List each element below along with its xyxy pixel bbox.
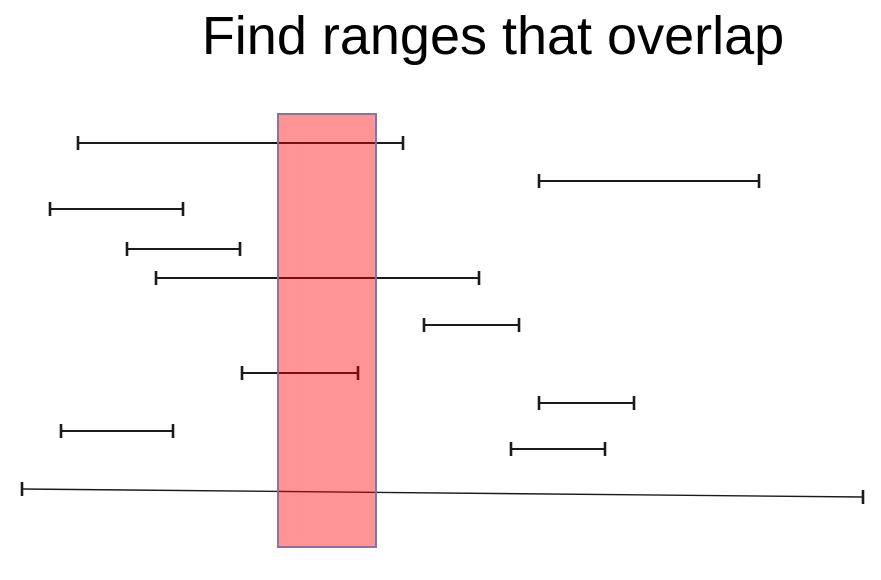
range-segment-10[interactable] — [509, 442, 607, 456]
range-body — [21, 488, 864, 498]
range-segment-11[interactable] — [20, 482, 865, 504]
range-segment-3[interactable] — [48, 202, 185, 216]
range-segment-7[interactable] — [240, 366, 360, 380]
chart-title: Find ranges that overlap — [201, 6, 785, 66]
range-segment-5[interactable] — [154, 271, 481, 285]
range-segment-9[interactable] — [59, 424, 175, 438]
range-segment-8[interactable] — [537, 396, 636, 410]
range-segment-1[interactable] — [76, 136, 405, 150]
range-segment-6[interactable] — [422, 318, 521, 332]
highlight-band — [277, 113, 377, 548]
range-segment-4[interactable] — [125, 242, 242, 256]
range-segment-2[interactable] — [537, 174, 761, 188]
